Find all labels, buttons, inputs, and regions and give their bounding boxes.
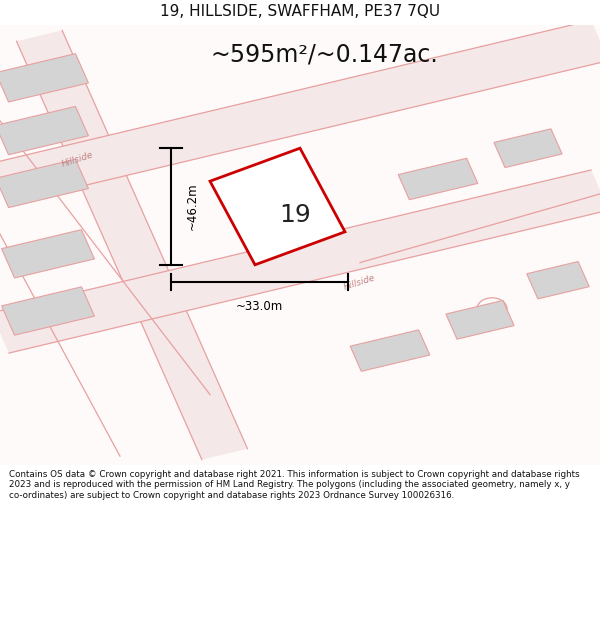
Polygon shape <box>2 229 94 278</box>
Text: Contains OS data © Crown copyright and database right 2021. This information is : Contains OS data © Crown copyright and d… <box>9 470 580 499</box>
Polygon shape <box>0 54 88 102</box>
Polygon shape <box>0 106 88 155</box>
Text: ~595m²/~0.147ac.: ~595m²/~0.147ac. <box>210 42 438 67</box>
Polygon shape <box>0 21 600 204</box>
Text: 19: 19 <box>280 203 311 228</box>
Polygon shape <box>2 287 94 335</box>
Text: ~33.0m: ~33.0m <box>236 300 283 313</box>
Polygon shape <box>494 129 562 168</box>
Text: ~46.2m: ~46.2m <box>186 182 199 230</box>
Polygon shape <box>210 148 345 265</box>
Text: Hillside: Hillside <box>61 150 95 169</box>
Polygon shape <box>0 170 600 353</box>
Polygon shape <box>446 301 514 339</box>
Text: Map shows position and indicative extent of the property.: Map shows position and indicative extent… <box>130 41 470 54</box>
Polygon shape <box>0 159 88 208</box>
Polygon shape <box>16 31 248 459</box>
Polygon shape <box>398 158 478 200</box>
Polygon shape <box>350 330 430 371</box>
Text: 19, HILLSIDE, SWAFFHAM, PE37 7QU: 19, HILLSIDE, SWAFFHAM, PE37 7QU <box>160 4 440 19</box>
Text: Hillside: Hillside <box>343 273 377 292</box>
Polygon shape <box>527 261 589 299</box>
